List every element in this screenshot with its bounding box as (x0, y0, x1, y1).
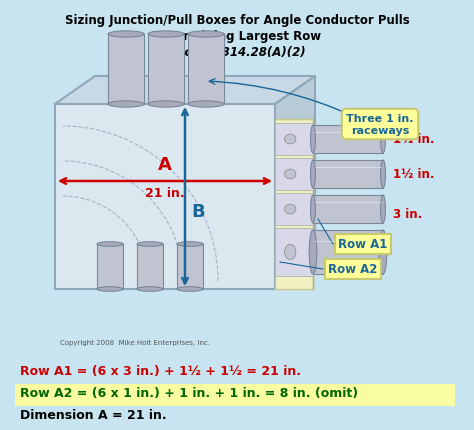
Bar (313, 126, 383, 154)
Ellipse shape (310, 126, 316, 154)
Text: B: B (191, 203, 205, 221)
Text: A: A (158, 156, 172, 174)
Polygon shape (275, 77, 315, 289)
Ellipse shape (148, 101, 184, 108)
Text: 21 in.: 21 in. (145, 187, 185, 200)
Ellipse shape (284, 245, 296, 260)
Text: Row A1: Row A1 (338, 238, 388, 251)
Bar (275, 228, 313, 276)
Text: Sizing Junction/Pull Boxes for Angle Conductor Pulls: Sizing Junction/Pull Boxes for Angle Con… (64, 14, 410, 27)
Ellipse shape (379, 230, 387, 274)
Bar (137, 244, 163, 289)
Ellipse shape (309, 230, 317, 274)
Bar (313, 196, 383, 224)
Ellipse shape (310, 196, 316, 224)
Ellipse shape (108, 101, 144, 108)
Bar (313, 161, 383, 189)
Ellipse shape (137, 242, 163, 247)
Text: Copyright 2008  Mike Holt Enterprises, Inc.: Copyright 2008 Mike Holt Enterprises, In… (60, 339, 210, 345)
Bar (97, 244, 123, 289)
Text: Determining Largest Row: Determining Largest Row (153, 30, 321, 43)
Bar (15, 384, 455, 406)
Ellipse shape (381, 196, 385, 224)
Text: Row A2 = (6 x 1 in.) + 1 in. + 1 in. = 8 in. (omit): Row A2 = (6 x 1 in.) + 1 in. + 1 in. = 8… (20, 386, 358, 399)
Bar (313, 230, 383, 274)
Ellipse shape (381, 161, 385, 189)
Text: Row A2: Row A2 (328, 263, 378, 276)
Text: Dimension A = 21 in.: Dimension A = 21 in. (20, 408, 167, 421)
Ellipse shape (188, 32, 224, 38)
Ellipse shape (381, 126, 385, 154)
Bar (177, 244, 203, 289)
Bar (275, 194, 313, 225)
Bar (148, 35, 184, 105)
Bar (55, 105, 275, 289)
Ellipse shape (177, 242, 203, 247)
Bar (108, 35, 144, 105)
Text: 3 in.: 3 in. (393, 208, 422, 221)
Ellipse shape (97, 287, 123, 292)
Ellipse shape (188, 101, 224, 108)
Bar (275, 159, 313, 190)
Ellipse shape (284, 135, 296, 144)
Bar (275, 124, 313, 156)
Ellipse shape (108, 32, 144, 38)
Ellipse shape (177, 287, 203, 292)
Polygon shape (55, 77, 315, 105)
Text: Section 314.28(A)(2): Section 314.28(A)(2) (168, 46, 306, 59)
Text: 1½ in.: 1½ in. (393, 133, 435, 146)
Text: 1½ in.: 1½ in. (393, 168, 435, 181)
Ellipse shape (148, 32, 184, 38)
Text: Row A1 = (6 x 3 in.) + 1½ + 1½ = 21 in.: Row A1 = (6 x 3 in.) + 1½ + 1½ = 21 in. (20, 364, 301, 377)
Bar (188, 35, 224, 105)
Ellipse shape (284, 205, 296, 215)
Ellipse shape (310, 161, 316, 189)
Text: Three 1 in.
raceways: Three 1 in. raceways (346, 114, 414, 135)
Ellipse shape (284, 170, 296, 179)
Ellipse shape (137, 287, 163, 292)
Bar (275, 120, 313, 289)
Ellipse shape (97, 242, 123, 247)
